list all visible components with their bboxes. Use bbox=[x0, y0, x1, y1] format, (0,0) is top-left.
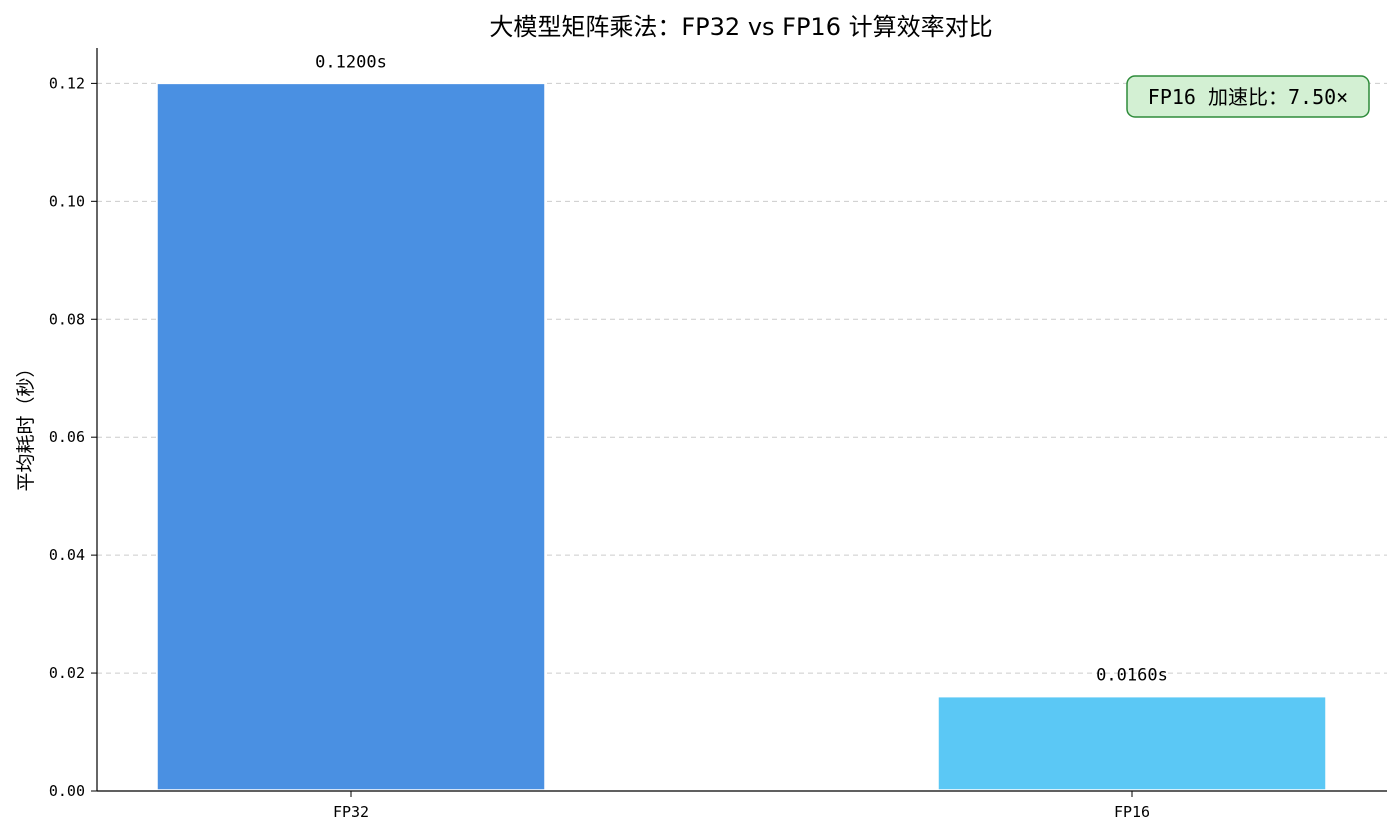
x-tick-label: FP16 bbox=[1114, 803, 1150, 821]
y-axis-ticks: 0.00 0.02 0.04 0.06 0.08 0.10 0.12 bbox=[49, 74, 97, 800]
x-tick-label: FP32 bbox=[333, 803, 369, 821]
y-axis-label: 平均耗时（秒） bbox=[15, 358, 37, 491]
y-tick-label: 0.04 bbox=[49, 546, 85, 564]
bar-value-label: 0.0160s bbox=[1096, 666, 1168, 686]
y-tick-label: 0.10 bbox=[49, 192, 85, 210]
chart-title: 大模型矩阵乘法：FP32 vs FP16 计算效率对比 bbox=[489, 13, 992, 41]
x-axis-ticks: FP32 FP16 bbox=[333, 791, 1150, 821]
y-tick-label: 0.00 bbox=[49, 782, 85, 800]
bar-value-labels: 0.1200s 0.0160s bbox=[315, 52, 1168, 685]
y-tick-label: 0.02 bbox=[49, 664, 85, 682]
bars bbox=[156, 82, 1327, 791]
speedup-annotation-box bbox=[1126, 75, 1370, 118]
y-tick-label: 0.08 bbox=[49, 310, 85, 328]
speedup-annotation-text: FP16 加速比：7.50× bbox=[1148, 85, 1348, 109]
bar-fp32 bbox=[156, 82, 546, 791]
y-tick-label: 0.12 bbox=[49, 74, 85, 92]
y-tick-label: 0.06 bbox=[49, 428, 85, 446]
bar-value-label: 0.1200s bbox=[315, 52, 387, 72]
speedup-annotation: FP16 加速比：7.50× bbox=[1126, 75, 1370, 118]
bar-fp16 bbox=[937, 695, 1327, 791]
